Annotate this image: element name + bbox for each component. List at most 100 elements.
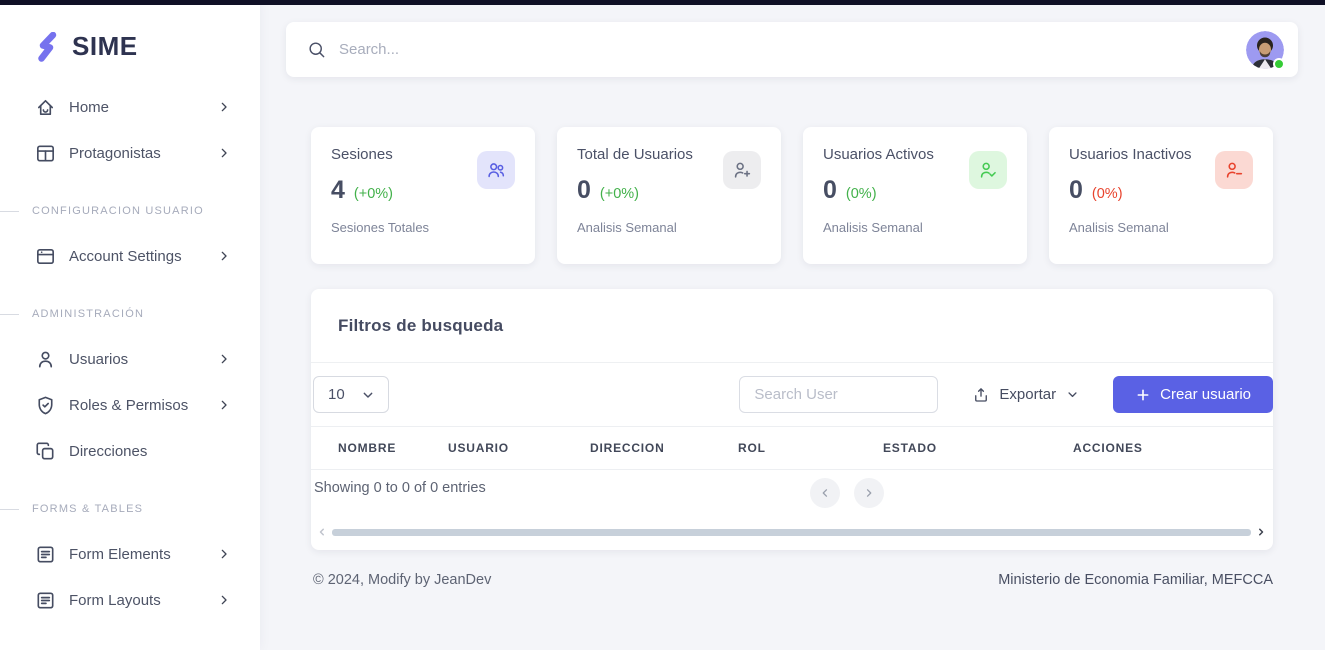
- export-button[interactable]: Exportar: [972, 386, 1080, 404]
- sidebar-section-forms-tables: FORMS & TABLES: [0, 487, 260, 531]
- top-accent-bar: [0, 0, 1325, 5]
- chevron-right-icon: [216, 546, 232, 562]
- sidebar-item-label: Account Settings: [69, 247, 182, 265]
- stat-title: Usuarios Inactivos: [1069, 146, 1192, 163]
- stat-delta: (0%): [1091, 186, 1123, 202]
- column-header-direccion[interactable]: DIRECCION: [590, 441, 665, 455]
- chevron-right-icon: [216, 145, 232, 161]
- topbar: [286, 22, 1298, 77]
- filters-card: Filtros de busqueda 10: [311, 289, 1273, 550]
- chevron-right-icon: [216, 592, 232, 608]
- stat-value: 0: [577, 176, 591, 204]
- home-icon: [34, 96, 57, 119]
- sidebar-item-label: Home: [69, 98, 110, 116]
- sidebar-item-label: Direcciones: [69, 442, 148, 460]
- sidebar-item-label: Protagonistas: [69, 144, 161, 162]
- user-plus-icon: [723, 151, 761, 189]
- form-icon: [34, 543, 57, 566]
- pagination: [810, 478, 884, 508]
- shield-check-icon: [34, 394, 57, 417]
- search-icon: [307, 40, 326, 59]
- divider: [311, 362, 1273, 363]
- section-label: ADMINISTRACIÓN: [32, 308, 145, 320]
- chevron-right-icon: [216, 351, 232, 367]
- stat-card-total-usuarios: Total de Usuarios 0 (+0%) Analisis Seman…: [557, 127, 781, 264]
- sidebar-nav: Home Protagonistas CONFIGURACION USUARIO: [0, 84, 260, 623]
- column-header-nombre[interactable]: NOMBRE: [338, 441, 397, 455]
- stat-title: Total de Usuarios: [577, 146, 693, 163]
- user-search-input[interactable]: [739, 376, 939, 413]
- sidebar-item-label: Roles & Permisos: [69, 396, 189, 414]
- upload-icon: [972, 386, 990, 404]
- sidebar-item-label: Form Elements: [69, 545, 171, 563]
- sidebar-item-roles-permisos[interactable]: Roles & Permisos: [0, 382, 260, 428]
- sidebar: SIME Home Protagonistas: [0, 0, 260, 650]
- stat-subtitle: Sesiones Totales: [331, 220, 430, 235]
- page-footer: © 2024, Modify by JeanDev Ministerio de …: [311, 572, 1273, 588]
- sidebar-item-form-layouts[interactable]: Form Layouts: [0, 577, 260, 623]
- user-icon: [34, 348, 57, 371]
- column-header-acciones[interactable]: ACCIONES: [1073, 441, 1143, 455]
- table-footer: Showing 0 to 0 of 0 entries: [311, 470, 1273, 520]
- section-label: CONFIGURACION USUARIO: [32, 205, 204, 217]
- page-size-value: 10: [328, 386, 345, 403]
- app-logo[interactable]: SIME: [0, 5, 260, 62]
- stat-card-usuarios-activos: Usuarios Activos 0 (0%) Analisis Semanal: [803, 127, 1027, 264]
- app-title: SIME: [72, 31, 138, 61]
- sidebar-item-form-elements[interactable]: Form Elements: [0, 531, 260, 577]
- chevron-down-icon: [360, 387, 376, 403]
- page-size-select[interactable]: 10: [313, 376, 389, 413]
- section-divider: [0, 211, 19, 212]
- sidebar-item-account-settings[interactable]: Account Settings: [0, 233, 260, 279]
- copy-icon: [34, 440, 57, 463]
- layout-icon: [34, 142, 57, 165]
- section-divider: [0, 314, 19, 315]
- scrollbar-thumb[interactable]: [332, 528, 1251, 536]
- stat-title: Sesiones: [331, 146, 393, 163]
- browser-card-icon: [34, 245, 57, 268]
- stat-card-usuarios-inactivos: Usuarios Inactivos 0 (0%) Analisis Seman…: [1049, 127, 1273, 264]
- stat-subtitle: Analisis Semanal: [577, 220, 677, 235]
- online-status-dot: [1273, 57, 1285, 70]
- scroll-left-icon[interactable]: [316, 526, 328, 538]
- sidebar-item-home[interactable]: Home: [0, 84, 260, 130]
- scroll-right-icon[interactable]: [1255, 526, 1267, 538]
- sidebar-item-usuarios[interactable]: Usuarios: [0, 336, 260, 382]
- user-check-icon: [969, 151, 1007, 189]
- export-label: Exportar: [999, 386, 1057, 403]
- stat-value: 0: [823, 176, 837, 204]
- user-avatar[interactable]: [1246, 30, 1285, 70]
- create-user-button[interactable]: Crear usuario: [1113, 376, 1273, 413]
- stat-subtitle: Analisis Semanal: [823, 220, 923, 235]
- column-header-estado[interactable]: ESTADO: [883, 441, 937, 455]
- ministry-text: Ministerio de Economia Familiar, MEFCCA: [998, 572, 1273, 588]
- stat-delta: (0%): [845, 186, 877, 202]
- filters-title: Filtros de busqueda: [338, 316, 504, 335]
- form-icon: [34, 589, 57, 612]
- copyright-text: © 2024, Modify by JeanDev: [313, 572, 492, 588]
- stat-title: Usuarios Activos: [823, 146, 934, 163]
- sime-logo-icon: [36, 31, 60, 62]
- sidebar-item-direcciones[interactable]: Direcciones: [0, 428, 260, 474]
- stat-subtitle: Analisis Semanal: [1069, 220, 1169, 235]
- section-divider: [0, 509, 19, 510]
- column-header-rol[interactable]: ROL: [738, 441, 766, 455]
- plus-icon: [1135, 387, 1151, 403]
- chevron-down-icon: [1065, 387, 1080, 402]
- sidebar-item-label: Usuarios: [69, 350, 129, 368]
- stat-delta: (+0%): [353, 186, 393, 202]
- column-header-usuario[interactable]: USUARIO: [448, 441, 509, 455]
- create-user-label: Crear usuario: [1160, 386, 1251, 403]
- stat-delta: (+0%): [599, 186, 639, 202]
- sidebar-item-protagonistas[interactable]: Protagonistas: [0, 130, 260, 176]
- table-header-row: NOMBRE USUARIO DIRECCION ROL ESTADO ACCI…: [311, 426, 1273, 470]
- main-content: Sesiones 4 (+0%) Sesiones Totales Total …: [260, 5, 1325, 650]
- pagination-next-button[interactable]: [854, 478, 884, 508]
- stat-card-sesiones: Sesiones 4 (+0%) Sesiones Totales: [311, 127, 535, 264]
- global-search-input[interactable]: [339, 41, 1246, 58]
- sidebar-section-configuracion-usuario: CONFIGURACION USUARIO: [0, 189, 260, 233]
- pagination-prev-button[interactable]: [810, 478, 840, 508]
- sidebar-item-label: Form Layouts: [69, 591, 161, 609]
- chevron-right-icon: [216, 248, 232, 264]
- horizontal-scrollbar: [311, 520, 1273, 550]
